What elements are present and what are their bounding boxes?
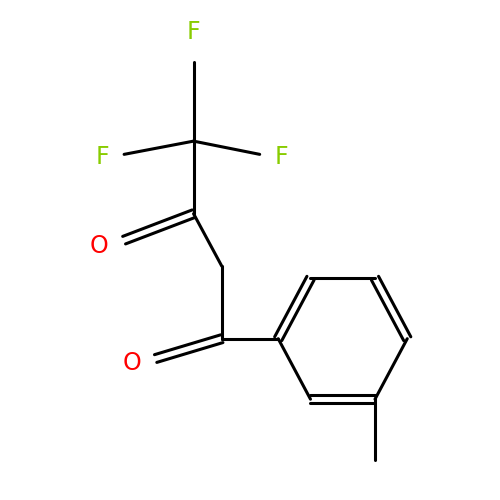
Text: O: O: [90, 234, 109, 258]
Text: F: F: [274, 146, 288, 170]
Text: F: F: [95, 146, 109, 170]
Text: F: F: [186, 20, 200, 44]
Text: O: O: [122, 351, 141, 375]
